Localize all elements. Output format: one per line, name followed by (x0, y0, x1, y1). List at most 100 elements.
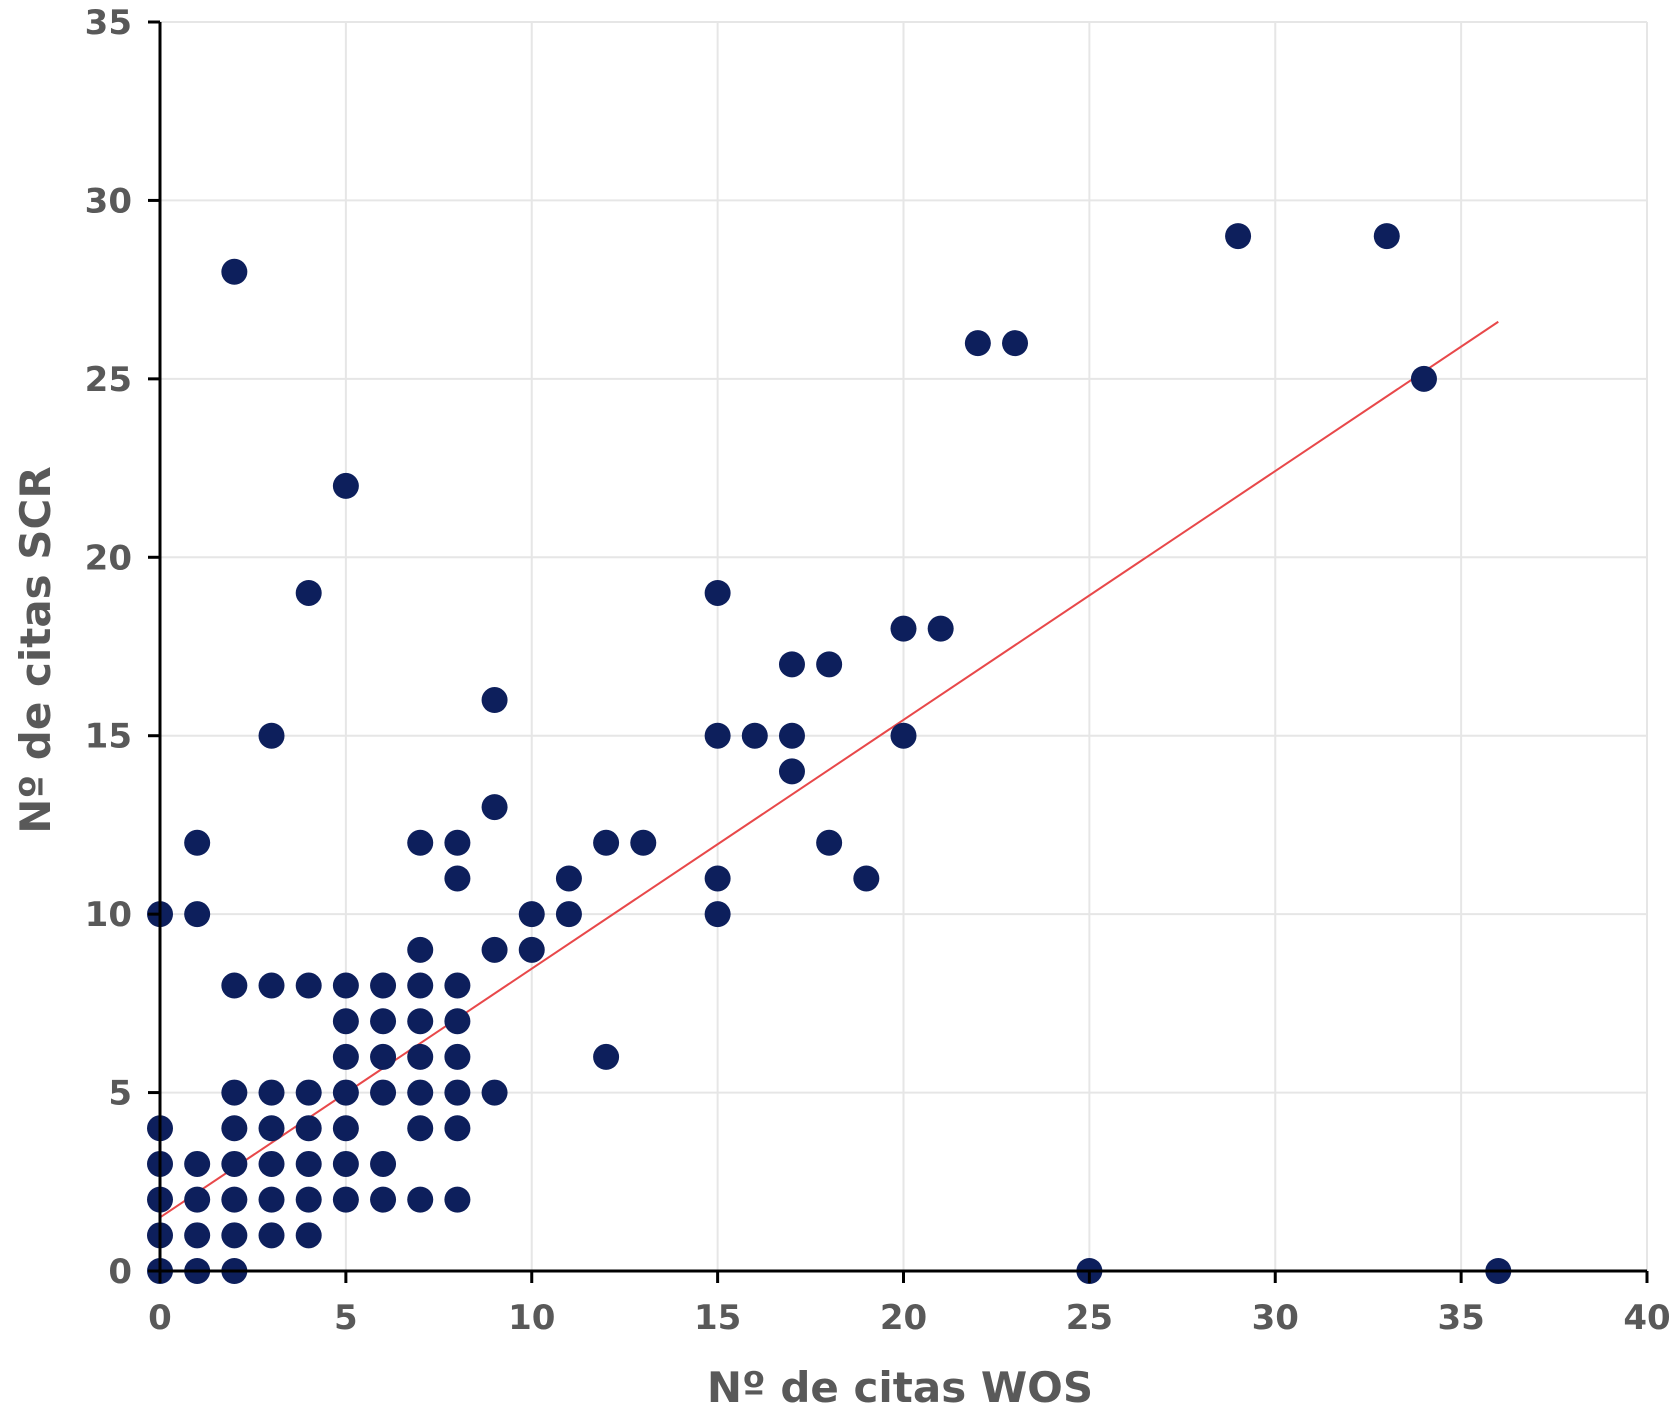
data-point (704, 901, 731, 928)
data-point (295, 1115, 322, 1142)
data-point (332, 972, 359, 999)
data-point (778, 758, 805, 785)
data-point (184, 1186, 211, 1213)
data-point (258, 1079, 285, 1106)
data-point (332, 472, 359, 499)
x-tick-label: 5 (334, 1298, 358, 1338)
data-point (890, 722, 917, 749)
data-point (184, 1222, 211, 1249)
y-tick-label: 10 (85, 895, 132, 935)
data-point (221, 1186, 248, 1213)
data-point (221, 1115, 248, 1142)
x-tick-label: 20 (880, 1298, 927, 1338)
data-point (890, 615, 917, 642)
data-point (778, 651, 805, 678)
data-point (184, 901, 211, 928)
data-point (518, 936, 545, 963)
data-point (444, 865, 471, 892)
data-point (407, 1043, 434, 1070)
x-tick-label: 30 (1252, 1298, 1299, 1338)
data-point (332, 1115, 359, 1142)
data-point (370, 1186, 397, 1213)
data-point (221, 1222, 248, 1249)
data-point (295, 579, 322, 606)
data-point (481, 1079, 508, 1106)
data-point (593, 1043, 620, 1070)
data-point (927, 615, 954, 642)
data-point (370, 1150, 397, 1177)
data-point (295, 1150, 322, 1177)
data-point (481, 687, 508, 714)
data-point (258, 1150, 285, 1177)
data-point (407, 1115, 434, 1142)
data-point (407, 1186, 434, 1213)
data-point (555, 901, 582, 928)
data-point (184, 829, 211, 856)
data-point (370, 972, 397, 999)
data-point (444, 1079, 471, 1106)
data-point (332, 1186, 359, 1213)
data-points (147, 223, 1512, 1284)
data-point (444, 1043, 471, 1070)
data-point (407, 829, 434, 856)
y-tick-labels: 0 5 10 15 20 25 30 35 (85, 3, 132, 1292)
data-point (258, 972, 285, 999)
data-point (444, 829, 471, 856)
gridlines (160, 21, 1648, 1271)
x-tick-label: 10 (508, 1298, 555, 1338)
data-point (444, 1008, 471, 1035)
y-tick-label: 5 (108, 1074, 132, 1114)
data-point (295, 1186, 322, 1213)
x-tick-label: 25 (1066, 1298, 1113, 1338)
data-point (1373, 223, 1400, 250)
data-point (407, 1079, 434, 1106)
y-tick-label: 15 (85, 717, 132, 757)
data-point (221, 1150, 248, 1177)
data-point (1410, 365, 1437, 392)
data-point (555, 865, 582, 892)
data-point (407, 1008, 434, 1035)
axes (148, 20, 1649, 1283)
x-tick-label: 15 (694, 1298, 741, 1338)
data-point (444, 972, 471, 999)
x-tick-label: 0 (148, 1298, 172, 1338)
data-point (481, 794, 508, 821)
data-point (816, 829, 843, 856)
data-point (481, 936, 508, 963)
data-point (444, 1186, 471, 1213)
data-point (332, 1043, 359, 1070)
data-point (407, 972, 434, 999)
data-point (258, 1222, 285, 1249)
data-point (1225, 223, 1252, 250)
data-point (370, 1008, 397, 1035)
data-point (295, 1222, 322, 1249)
y-tick-label: 0 (108, 1252, 132, 1292)
data-point (370, 1043, 397, 1070)
data-point (258, 1186, 285, 1213)
data-point (370, 1079, 397, 1106)
data-point (221, 1079, 248, 1106)
data-point (332, 1079, 359, 1106)
data-point (518, 901, 545, 928)
x-tick-label: 35 (1437, 1298, 1484, 1338)
data-point (332, 1008, 359, 1035)
data-point (593, 829, 620, 856)
data-point (258, 1115, 285, 1142)
y-tick-label: 25 (85, 360, 132, 400)
y-tick-label: 30 (85, 181, 132, 221)
data-point (853, 865, 880, 892)
y-tick-label: 20 (85, 538, 132, 578)
data-point (741, 722, 768, 749)
data-point (704, 722, 731, 749)
x-tick-labels: 0 5 10 15 20 25 30 35 40 (148, 1298, 1671, 1338)
data-point (258, 722, 285, 749)
data-point (184, 1150, 211, 1177)
data-point (704, 579, 731, 606)
data-point (407, 936, 434, 963)
x-axis-title: Nº de citas WOS (707, 1363, 1093, 1412)
data-point (221, 258, 248, 285)
data-point (964, 330, 991, 357)
data-point (221, 972, 248, 999)
data-point (295, 972, 322, 999)
